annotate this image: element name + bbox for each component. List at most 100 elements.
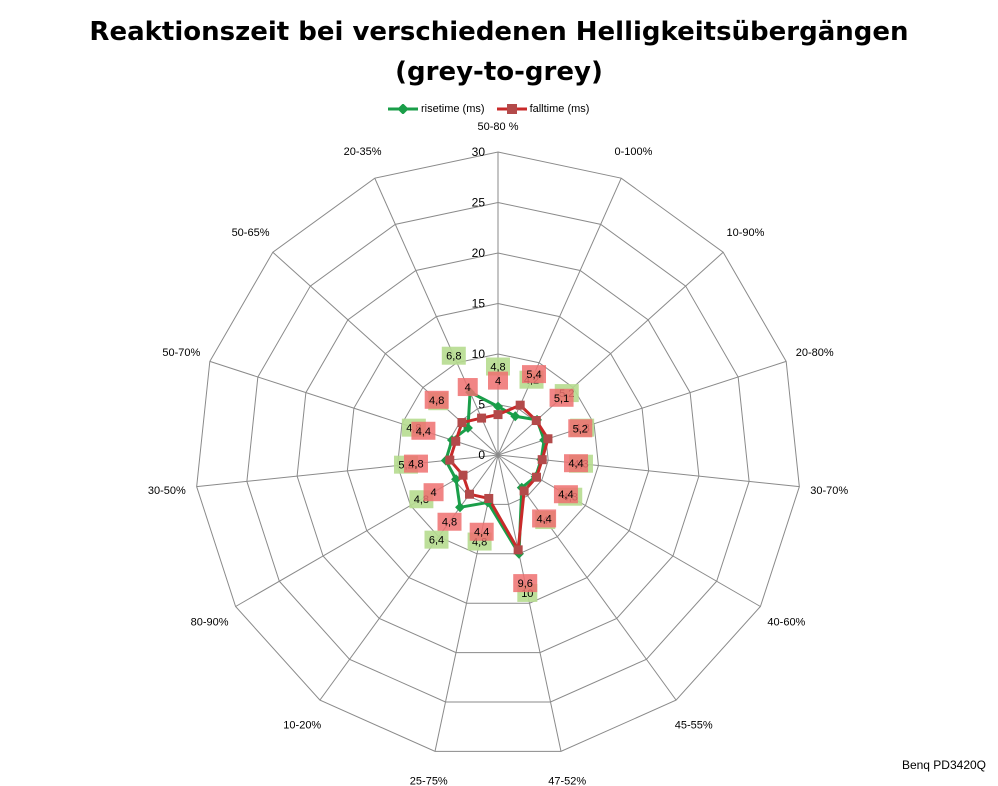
falltime-data-label-bg bbox=[553, 485, 578, 504]
radial-tick-label: 25 bbox=[472, 196, 486, 210]
risetime-marker bbox=[510, 411, 521, 422]
falltime-data-label: 5,2 bbox=[573, 423, 588, 435]
falltime-marker bbox=[458, 470, 468, 480]
radial-tick-label: 0 bbox=[478, 448, 485, 462]
falltime-data-label-bg bbox=[568, 419, 593, 438]
grid-ring bbox=[346, 302, 650, 604]
risetime-marker bbox=[455, 502, 465, 513]
grid-spoke bbox=[497, 454, 562, 752]
falltime-data-label-bg bbox=[488, 371, 508, 390]
risetime-data-label: 4,8 bbox=[490, 362, 505, 374]
legend: risetime (ms) falltime (ms) bbox=[388, 100, 601, 118]
falltime-marker bbox=[477, 413, 487, 423]
falltime-data-label: 4,4 bbox=[474, 527, 489, 539]
falltime-data-label-bg bbox=[423, 483, 444, 502]
grid-ring bbox=[397, 353, 599, 555]
falltime-data-label: 5,4 bbox=[526, 369, 541, 381]
falltime-data-label: 4,8 bbox=[429, 395, 444, 407]
falltime-marker bbox=[493, 410, 503, 420]
grid-spoke bbox=[497, 454, 800, 488]
risetime-data-label-bg bbox=[441, 346, 466, 365]
category-label: 50-65% bbox=[232, 227, 270, 239]
legend-label-falltime: falltime (ms) bbox=[529, 103, 590, 115]
grid-spoke bbox=[374, 177, 499, 456]
falltime-marker bbox=[543, 434, 553, 444]
falltime-data-label: 9,6 bbox=[518, 578, 533, 590]
category-label: 30-70% bbox=[810, 485, 848, 497]
risetime-data-label-bg bbox=[424, 530, 449, 549]
grid-ring bbox=[246, 201, 750, 703]
category-label: 47-52% bbox=[548, 776, 586, 786]
falltime-data-label-bg bbox=[513, 574, 538, 593]
legend-item-risetime: risetime (ms) bbox=[388, 103, 485, 115]
category-label: 45-55% bbox=[675, 719, 713, 731]
falltime-data-label: 4,8 bbox=[408, 459, 423, 471]
falltime-data-label: 4 bbox=[495, 376, 501, 388]
category-label: 20-80% bbox=[796, 347, 834, 359]
falltime-marker bbox=[465, 489, 475, 499]
radial-tick-label: 30 bbox=[472, 145, 486, 159]
radial-tick-label: 5 bbox=[478, 398, 485, 412]
falltime-marker bbox=[531, 416, 541, 426]
falltime-marker bbox=[537, 455, 547, 465]
falltime-data-label-bg bbox=[437, 512, 462, 531]
category-label: 10-90% bbox=[727, 227, 765, 239]
falltime-data-label: 4,4 bbox=[568, 458, 583, 470]
falltime-data-label: 4,8 bbox=[442, 517, 457, 529]
falltime-marker bbox=[451, 436, 461, 446]
grid-spoke bbox=[497, 251, 724, 456]
falltime-marker bbox=[457, 418, 467, 428]
falltime-data-label: 4 bbox=[431, 487, 437, 499]
falltime-data-label: 4,4 bbox=[416, 426, 431, 438]
falltime-marker bbox=[445, 455, 455, 465]
legend-label-risetime: risetime (ms) bbox=[421, 103, 485, 115]
chart-title-line-2: (grey-to-grey) bbox=[395, 57, 603, 87]
monitor-model-label: Benq PD3420Q bbox=[901, 758, 986, 772]
falltime-data-label-bg bbox=[403, 454, 428, 473]
chart-title: Reaktionszeit bei verschiedenen Helligke… bbox=[0, 12, 998, 92]
radial-tick-label: 10 bbox=[472, 347, 486, 361]
falltime-marker bbox=[515, 400, 525, 410]
category-label: 80-90% bbox=[191, 617, 229, 629]
risetime-data-label: 6,8 bbox=[446, 351, 461, 363]
falltime-data-label-bg bbox=[457, 378, 478, 397]
grid-ring bbox=[296, 252, 700, 654]
category-label: 50-80 % bbox=[478, 121, 519, 133]
legend-swatch-falltime bbox=[496, 104, 527, 114]
falltime-marker bbox=[513, 545, 523, 555]
falltime-data-label-bg bbox=[522, 365, 547, 384]
chart-title-line-1: Reaktionszeit bei verschiedenen Helligke… bbox=[89, 17, 909, 47]
category-label: 30-50% bbox=[148, 485, 186, 497]
falltime-data-label: 5,1 bbox=[554, 393, 569, 405]
legend-item-falltime: falltime (ms) bbox=[496, 103, 590, 115]
falltime-data-label: 4 bbox=[465, 382, 471, 394]
risetime-data-label-bg bbox=[486, 357, 510, 376]
grid-spoke bbox=[497, 454, 677, 701]
falltime-data-label-bg bbox=[424, 390, 449, 409]
category-label: 0-100% bbox=[614, 146, 652, 158]
radial-tick-label: 20 bbox=[472, 246, 486, 260]
category-label: 50-70% bbox=[162, 347, 200, 359]
category-label: 40-60% bbox=[767, 617, 805, 629]
falltime-data-label-bg bbox=[564, 454, 589, 473]
series-line-falltime bbox=[448, 403, 550, 552]
risetime-marker bbox=[451, 474, 461, 485]
falltime-data-label-bg bbox=[532, 509, 557, 528]
falltime-data-label-bg bbox=[549, 388, 574, 407]
category-label: 10-20% bbox=[283, 719, 321, 731]
risetime-marker bbox=[493, 401, 503, 412]
falltime-marker bbox=[484, 493, 494, 503]
category-label: 20-35% bbox=[344, 146, 382, 158]
category-label: 25-75% bbox=[410, 776, 448, 786]
radial-tick-label: 15 bbox=[472, 297, 486, 311]
falltime-data-label-bg bbox=[469, 522, 494, 541]
grid-ring bbox=[196, 151, 800, 752]
falltime-marker bbox=[531, 472, 541, 482]
legend-swatch-risetime bbox=[388, 104, 418, 114]
grid-spoke bbox=[497, 454, 761, 607]
falltime-data-label: 4,4 bbox=[536, 513, 551, 525]
falltime-data-label-bg bbox=[411, 421, 436, 440]
falltime-data-label: 4,4 bbox=[558, 489, 573, 501]
falltime-marker bbox=[519, 486, 529, 496]
